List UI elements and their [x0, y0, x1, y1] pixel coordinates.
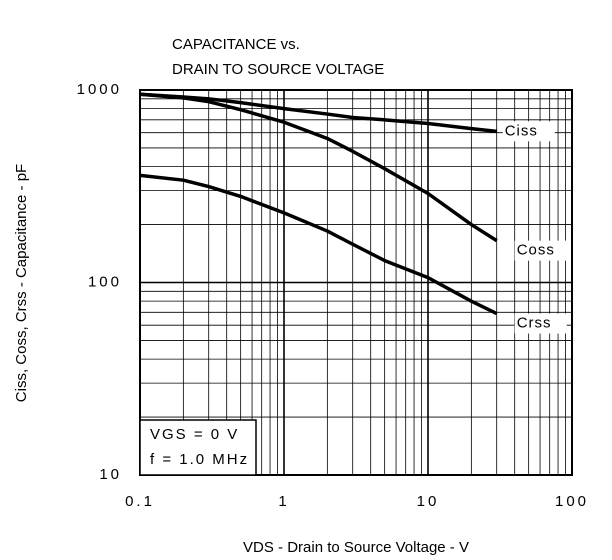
- annotation-box: [139, 419, 257, 476]
- x-tick-label: 0.1: [125, 493, 155, 510]
- annotation: f = 1.0 MHz: [150, 451, 249, 468]
- y-axis-label: Ciss, Coss, Crss - Capacitance - pF: [13, 164, 30, 402]
- legend-label: Coss: [517, 242, 555, 259]
- legend-box: [514, 313, 567, 334]
- y-tick-label: 10: [99, 466, 122, 483]
- annotation: VGS = 0 V: [150, 426, 239, 443]
- series-line: [139, 173, 498, 316]
- series-line: [139, 92, 498, 243]
- plot-frame: [139, 89, 573, 476]
- series-line: [139, 92, 497, 134]
- chart-title: DRAIN TO SOURCE VOLTAGE: [172, 61, 384, 78]
- legend-label: Crss: [517, 314, 552, 331]
- x-tick-label: 10: [417, 493, 440, 510]
- legend-box: [514, 240, 567, 261]
- legend-box: [502, 121, 555, 142]
- legend-label: Ciss: [505, 122, 538, 139]
- y-tick-label: 100: [88, 273, 122, 290]
- y-tick-label: 1000: [77, 81, 122, 98]
- chart-title: CAPACITANCE vs.: [172, 36, 300, 53]
- x-tick-label: 1: [278, 493, 289, 510]
- x-tick-label: 100: [555, 493, 589, 510]
- x-axis-label: VDS - Drain to Source Voltage - V: [243, 539, 469, 556]
